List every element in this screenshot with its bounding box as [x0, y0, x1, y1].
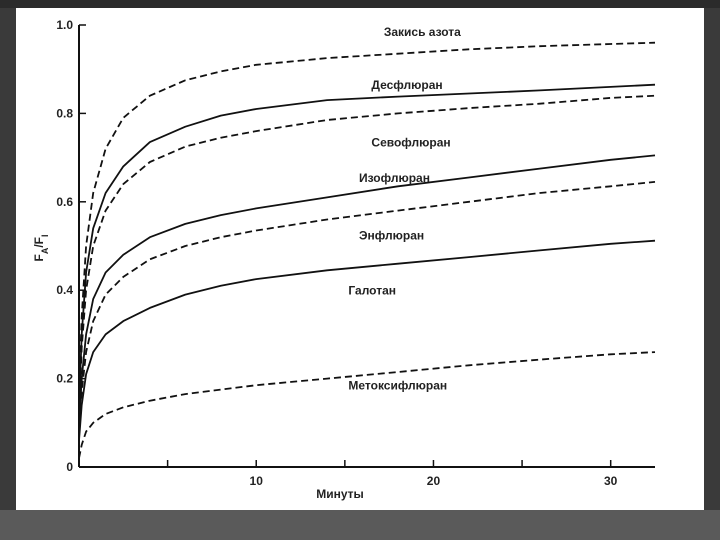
series-lines — [78, 41, 656, 459]
y-axis-title-sub-a: A — [40, 247, 50, 254]
x-tick-label: 30 — [604, 474, 618, 488]
series-line-4 — [78, 154, 656, 428]
series-line-6 — [78, 239, 656, 441]
series-labels: Закись азота Десфлюран Севофлюран Изофлюран… — [348, 25, 461, 393]
y-tick-label: 0.6 — [56, 195, 73, 209]
series-line-3 — [78, 94, 656, 419]
series-line-5 — [78, 181, 656, 432]
series-label-1: Закись азота — [384, 25, 461, 39]
slide-top-band — [0, 0, 720, 8]
y-axis-title-main: F — [32, 254, 46, 261]
chart-axes: 0 0.2 0.4 0.6 0.8 1.0 10 20 30 — [56, 18, 655, 488]
series-line-2 — [78, 83, 656, 410]
series-label-5: Энфлюран — [359, 228, 424, 242]
x-axis-title: Минуты — [316, 487, 364, 501]
y-axis-title: FA/FI — [32, 234, 50, 261]
series-label-6: Галотан — [348, 284, 396, 298]
slide-bottom-band — [0, 510, 720, 540]
y-tick-label: 0.2 — [56, 372, 73, 386]
y-tick-label: 0.4 — [56, 283, 73, 297]
y-axis-title-sep: /F — [32, 237, 46, 248]
x-tick-label: 20 — [427, 474, 441, 488]
series-line-1 — [78, 41, 656, 397]
figure-panel — [16, 8, 704, 510]
x-tick-label: 10 — [250, 474, 264, 488]
series-label-4: Изофлюран — [359, 171, 430, 185]
y-tick-label: 0.8 — [56, 106, 73, 120]
series-label-3: Севофлюран — [371, 136, 450, 150]
series-label-2: Десфлюран — [371, 78, 442, 92]
series-label-7: Метоксифлюран — [348, 379, 447, 393]
y-tick-label: 1.0 — [56, 18, 73, 32]
y-tick-label: 0 — [66, 460, 73, 474]
y-axis-title-sub-i: I — [40, 234, 50, 237]
series-line-7 — [78, 351, 656, 459]
